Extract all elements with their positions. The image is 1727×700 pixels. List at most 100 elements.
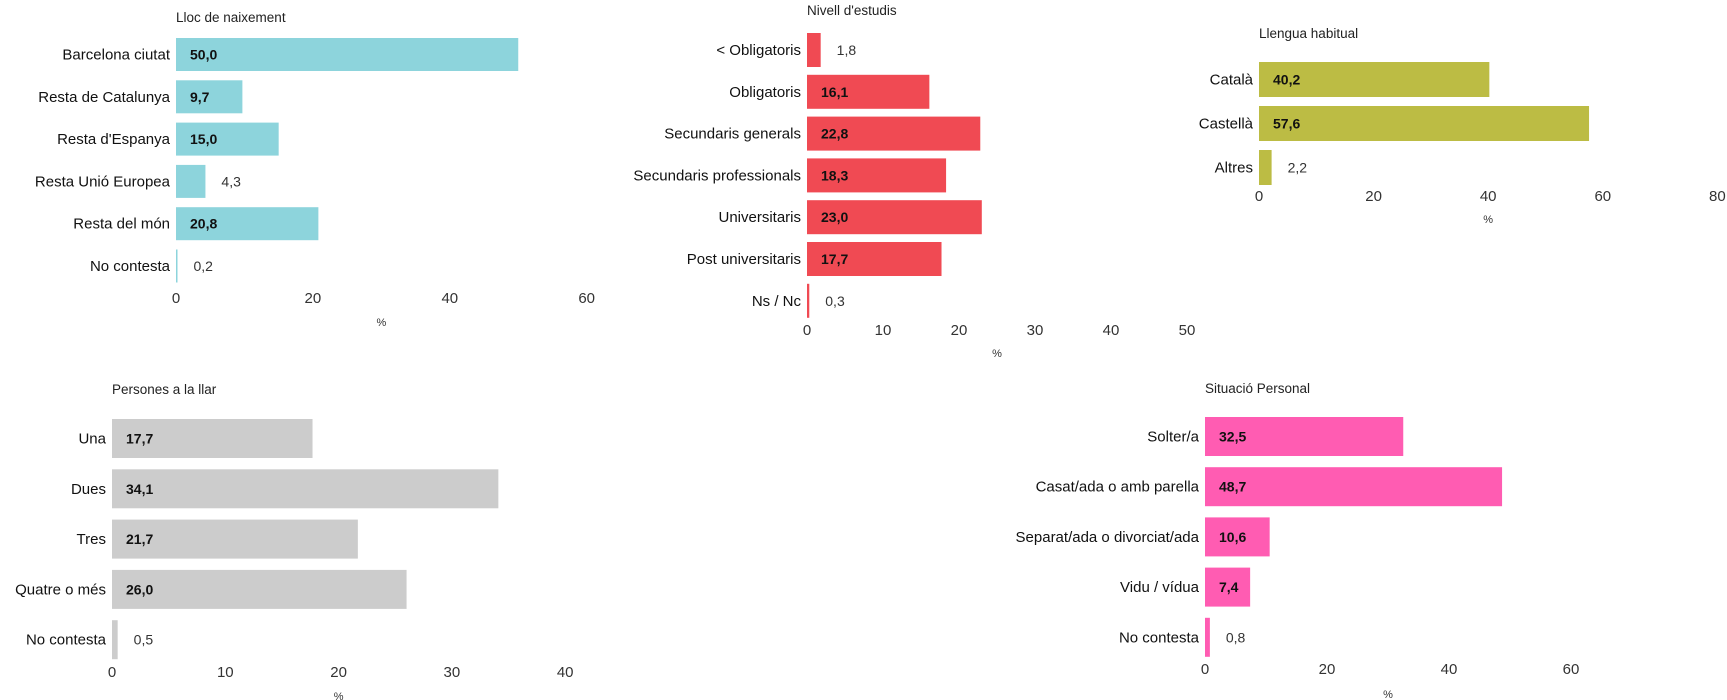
lloc-category-label-1: Resta de Catalunya xyxy=(38,89,170,106)
persones-category-label-1: Dues xyxy=(71,481,106,498)
estudis-category-label-6: Ns / Nc xyxy=(752,293,802,310)
llengua-value-label-2: 2,2 xyxy=(1288,160,1308,176)
persones-value-label-3: 26,0 xyxy=(126,581,153,597)
estudis-chart-title: Nivell d'estudis xyxy=(807,3,897,18)
estudis-category-label-1: Obligatoris xyxy=(729,84,801,101)
llengua-tick-label-1: 20 xyxy=(1365,188,1382,205)
lloc-value-label-3: 4,3 xyxy=(221,173,241,189)
situacio-category-label-3: Vidu / vídua xyxy=(1120,579,1200,596)
situacio-value-label-4: 0,8 xyxy=(1226,629,1246,645)
estudis-value-label-2: 22,8 xyxy=(821,126,848,142)
lloc-bar-1 xyxy=(176,80,243,114)
persones-value-label-2: 21,7 xyxy=(126,531,153,547)
estudis-value-label-1: 16,1 xyxy=(821,84,848,100)
situacio-bar-4 xyxy=(1205,617,1210,657)
estudis-bar-3 xyxy=(807,158,947,193)
persones-bar-2 xyxy=(112,519,358,559)
persones-value-label-0: 17,7 xyxy=(126,431,153,447)
llengua-tick-label-4: 80 xyxy=(1709,188,1726,205)
situacio-tick-label-2: 40 xyxy=(1441,661,1458,678)
llengua-axis-title: % xyxy=(1483,214,1493,226)
lloc-tick-label-1: 20 xyxy=(305,290,322,307)
llengua-tick-label-0: 0 xyxy=(1255,188,1263,205)
lloc-category-label-0: Barcelona ciutat xyxy=(62,47,170,64)
estudis-bar-0 xyxy=(807,33,821,67)
llengua-category-label-1: Castellà xyxy=(1199,116,1254,133)
estudis-tick-label-0: 0 xyxy=(803,322,811,339)
estudis-category-label-0: < Obligatoris xyxy=(716,42,801,59)
estudis-bar-6 xyxy=(807,283,810,318)
estudis-bar-5 xyxy=(807,242,942,276)
lloc-value-label-2: 15,0 xyxy=(190,131,217,147)
estudis-tick-label-5: 50 xyxy=(1179,322,1196,339)
lloc-tick-label-0: 0 xyxy=(172,290,180,307)
persones-tick-label-3: 30 xyxy=(444,664,461,681)
situacio-bar-2 xyxy=(1205,517,1270,557)
lloc-category-label-2: Resta d'Espanya xyxy=(57,131,171,148)
situacio-category-label-2: Separat/ada o divorciat/ada xyxy=(1016,529,1200,546)
llengua-bar-2 xyxy=(1259,150,1272,185)
estudis-value-label-6: 0,3 xyxy=(825,293,845,309)
situacio-bar-0 xyxy=(1205,417,1404,456)
estudis-category-label-2: Secundaris generals xyxy=(664,126,801,143)
lloc-category-label-4: Resta del món xyxy=(73,216,170,233)
persones-bar-0 xyxy=(112,419,313,458)
situacio-bar-3 xyxy=(1205,567,1251,607)
persones-category-label-2: Tres xyxy=(77,531,106,548)
persones-value-label-1: 34,1 xyxy=(126,481,153,497)
estudis-bar-2 xyxy=(807,116,981,151)
lloc-chart-title: Lloc de naixement xyxy=(176,10,286,25)
llengua-value-label-0: 40,2 xyxy=(1273,72,1300,88)
persones-tick-label-1: 10 xyxy=(217,664,234,681)
lloc-bar-3 xyxy=(176,164,206,198)
situacio-value-label-3: 7,4 xyxy=(1219,579,1239,595)
persones-tick-label-2: 20 xyxy=(330,664,347,681)
persones-chart-title: Persones a la llar xyxy=(112,382,217,397)
persones-category-label-3: Quatre o més xyxy=(15,581,106,598)
situacio-tick-label-0: 0 xyxy=(1201,661,1209,678)
persones-category-label-4: No contesta xyxy=(26,632,107,649)
persones-bar-3 xyxy=(112,569,407,609)
estudis-tick-label-4: 40 xyxy=(1103,322,1120,339)
llengua-tick-label-2: 40 xyxy=(1480,188,1497,205)
lloc-category-label-3: Resta Unió Europea xyxy=(35,173,171,190)
persones-bar-1 xyxy=(112,469,499,509)
lloc-bar-2 xyxy=(176,122,279,156)
estudis-category-label-5: Post universitaris xyxy=(687,251,801,268)
situacio-value-label-2: 10,6 xyxy=(1219,529,1246,545)
estudis-value-label-3: 18,3 xyxy=(821,167,848,183)
lloc-axis-title: % xyxy=(376,317,386,329)
situacio-category-label-1: Casat/ada o amb parella xyxy=(1036,479,1200,496)
lloc-value-label-0: 50,0 xyxy=(190,47,217,63)
estudis-category-label-4: Universitaris xyxy=(718,209,801,226)
situacio-axis-title: % xyxy=(1383,689,1393,700)
estudis-bar-4 xyxy=(807,200,982,235)
estudis-tick-label-1: 10 xyxy=(875,322,892,339)
lloc-value-label-5: 0,2 xyxy=(194,258,214,274)
llengua-category-label-0: Català xyxy=(1210,72,1254,89)
lloc-value-label-4: 20,8 xyxy=(190,216,217,232)
situacio-bar-1 xyxy=(1205,467,1503,507)
lloc-bar-4 xyxy=(176,207,319,241)
estudis-tick-label-3: 30 xyxy=(1027,322,1044,339)
persones-category-label-0: Una xyxy=(78,431,106,448)
llengua-tick-label-3: 60 xyxy=(1594,188,1611,205)
persones-bar-4 xyxy=(112,620,118,660)
llengua-bar-0 xyxy=(1259,62,1490,97)
lloc-bar-0 xyxy=(176,38,519,71)
situacio-category-label-0: Solter/a xyxy=(1147,429,1199,446)
llengua-value-label-1: 57,6 xyxy=(1273,116,1300,132)
lloc-bar-5 xyxy=(176,249,178,283)
estudis-value-label-5: 17,7 xyxy=(821,251,848,267)
lloc-value-label-1: 9,7 xyxy=(190,89,210,105)
llengua-chart-title: Llengua habitual xyxy=(1259,26,1358,41)
estudis-category-label-3: Secundaris professionals xyxy=(633,167,801,184)
persones-value-label-4: 0,5 xyxy=(134,632,154,648)
estudis-axis-title: % xyxy=(992,348,1002,360)
persones-axis-title: % xyxy=(334,691,344,700)
lloc-category-label-5: No contesta xyxy=(90,258,171,275)
persones-tick-label-4: 40 xyxy=(557,664,574,681)
estudis-tick-label-2: 20 xyxy=(951,322,968,339)
persones-tick-label-0: 0 xyxy=(108,664,116,681)
